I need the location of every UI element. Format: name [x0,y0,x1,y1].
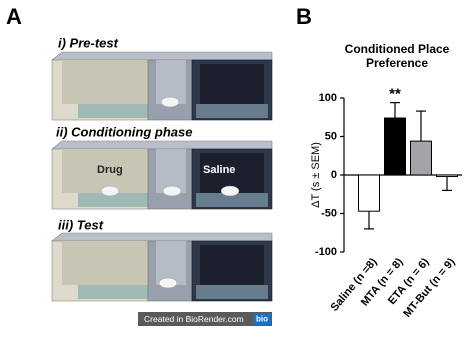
scene-title: iii) Test [58,217,104,232]
y-axis-label: ΔT (s ± SEM) [310,142,322,208]
y-tick-label: -100 [315,246,337,258]
y-tick-label: 50 [325,130,337,142]
bar [358,174,380,212]
logo: bio [256,315,268,324]
credit: Created in BioRender.com [144,314,244,324]
right-floor [196,285,268,299]
right-floor [196,193,268,207]
annotation: ** [389,86,401,103]
scene-title: i) Pre-test [58,35,119,50]
right-back [200,64,264,104]
right-back [200,245,264,285]
scene-title: ii) Conditioning phase [56,124,193,139]
scene-label: Drug [97,164,123,176]
chart-title: Conditioned Place Preference [344,42,450,70]
mouse [220,185,240,197]
panel-label: B [296,4,312,29]
logo-box [253,313,271,325]
box-top [51,140,273,150]
mouse [100,185,120,197]
left-floor [78,285,148,299]
scene-label: Saline [203,164,235,176]
bar [384,117,406,176]
panel-label: A [6,4,22,29]
right-floor [196,104,268,118]
mouse [162,185,182,197]
y-tick-label: -50 [321,207,337,219]
left-back [62,60,148,104]
bar [436,174,458,178]
mid-back [156,241,186,285]
left-floor [78,104,148,118]
mouse [160,96,180,108]
credit-bar [138,312,272,326]
bar [410,140,432,176]
mouse [158,277,178,289]
left-back [62,241,148,285]
y-tick-label: 0 [331,169,337,181]
mid-back [156,60,186,104]
left-back [62,149,148,193]
mid-back [156,149,186,193]
left-floor [78,193,148,207]
y-tick-label: 100 [319,92,337,104]
box-top [51,51,273,61]
box-top [51,232,273,242]
